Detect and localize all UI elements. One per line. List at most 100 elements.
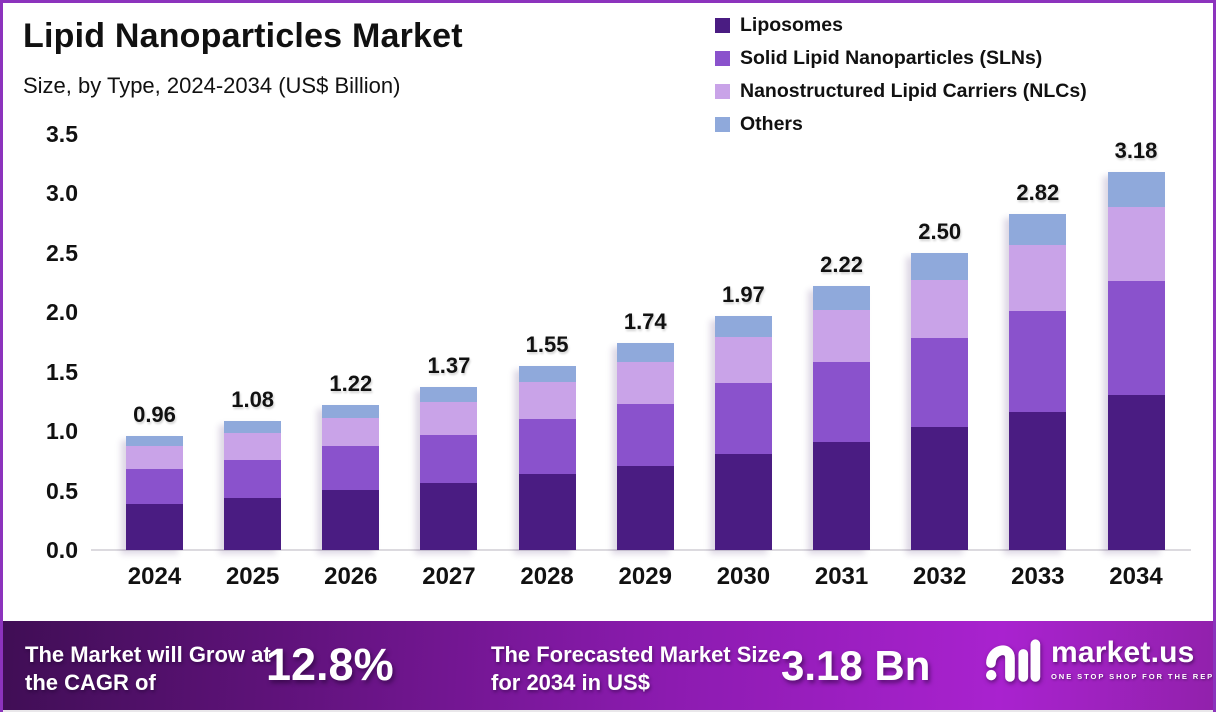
legend-swatch-icon — [715, 117, 730, 132]
legend-item-others: Others — [715, 108, 1087, 141]
bar-segment-nanostructured-lipid-carriers-nlcs — [813, 309, 871, 362]
bar-segment-others — [813, 285, 871, 310]
bar-group-2028 — [518, 365, 576, 550]
bar-segment-solid-lipid-nanoparticles-slns — [224, 459, 282, 498]
y-tick-label: 0.5 — [46, 477, 78, 504]
bar-segment-liposomes — [126, 503, 183, 550]
y-tick-label: 1.5 — [46, 358, 78, 385]
bar-segment-solid-lipid-nanoparticles-slns — [420, 434, 478, 484]
bar-total-label: 1.22 — [329, 370, 373, 396]
legend-item-liposomes: Liposomes — [715, 9, 1087, 42]
bar-group-2034 — [1107, 171, 1165, 550]
y-tick-label: 2.5 — [46, 239, 78, 266]
bar-segment-others — [1009, 214, 1067, 246]
bar-segment-solid-lipid-nanoparticles-slns — [813, 361, 871, 442]
forecast-value: 3.18 Bn — [781, 642, 931, 689]
x-tick-label: 2024 — [127, 563, 182, 590]
legend-label: Liposomes — [740, 14, 843, 36]
bar-segment-nanostructured-lipid-carriers-nlcs — [1009, 245, 1067, 311]
bar-group-2024 — [126, 435, 183, 550]
legend-swatch-icon — [715, 84, 730, 99]
page-subtitle: Size, by Type, 2024-2034 (US$ Billion) — [23, 73, 401, 98]
bar-group-2027 — [420, 386, 478, 550]
bar-segment-liposomes — [420, 483, 478, 550]
bar-segment-others — [911, 252, 969, 280]
x-tick-label: 2034 — [1109, 563, 1163, 590]
bar-segment-liposomes — [813, 441, 871, 550]
bar-segment-nanostructured-lipid-carriers-nlcs — [1107, 207, 1165, 282]
stacked-bar-chart: 0.0 0.5 1.0 1.5 2.0 2.5 3.0 3.5 0.96 2024 1.08 2025… — [3, 3, 1213, 618]
x-tick-label: 2027 — [422, 563, 476, 590]
market-us-logo-icon — [986, 639, 1041, 682]
footer-banner: The Market will Grow at the CAGR of 12.8… — [3, 621, 1215, 710]
legend-swatch-icon — [715, 18, 730, 33]
bar-segment-nanostructured-lipid-carriers-nlcs — [322, 417, 380, 447]
bar-total-label: 1.97 — [721, 281, 765, 307]
bar-segment-nanostructured-lipid-carriers-nlcs — [616, 361, 674, 404]
x-tick-label: 2026 — [324, 563, 378, 590]
bar-group-2031 — [813, 285, 871, 550]
bar-segment-solid-lipid-nanoparticles-slns — [126, 469, 183, 504]
bar-group-2032 — [911, 252, 969, 550]
bar-total-label: 3.18 — [1114, 137, 1158, 163]
bar-segment-liposomes — [911, 427, 969, 550]
bar-total-label: 1.08 — [231, 387, 275, 413]
bottom-strip — [3, 710, 1213, 712]
bar-segment-others — [616, 342, 674, 362]
y-tick-label: 3.0 — [46, 180, 78, 206]
legend-label: Nanostructured Lipid Carriers (NLCs) — [740, 80, 1087, 102]
bar-segment-liposomes — [1107, 395, 1165, 550]
brand-name: market.us — [1051, 636, 1195, 669]
legend-label: Others — [740, 113, 803, 135]
page-title: Lipid Nanoparticles Market — [23, 17, 463, 55]
bar-segment-liposomes — [616, 465, 674, 550]
cagr-label: The Market will Grow at the CAGR of — [25, 642, 271, 695]
bar-segment-solid-lipid-nanoparticles-slns — [616, 403, 674, 466]
bar-segment-solid-lipid-nanoparticles-slns — [714, 383, 772, 454]
legend-item-nanostructured-lipid-carriers-nlcs: Nanostructured Lipid Carriers (NLCs) — [715, 75, 1087, 108]
x-tick-label: 2030 — [716, 563, 771, 590]
bar-group-2033 — [1009, 214, 1067, 550]
brand-text: market.us ONE STOP SHOP FOR THE REPORTS — [1051, 636, 1215, 682]
bar-segment-liposomes — [714, 453, 772, 550]
cagr-value: 12.8% — [266, 639, 394, 690]
x-tick-label: 2028 — [520, 563, 574, 590]
bar-segment-solid-lipid-nanoparticles-slns — [1107, 281, 1165, 396]
bar-segment-others — [322, 404, 380, 418]
bar-total-label: 2.22 — [820, 251, 863, 277]
y-tick-label: 2.0 — [46, 299, 78, 325]
bar-total-label: 1.74 — [623, 308, 667, 334]
legend-item-solid-lipid-nanoparticles-slns: Solid Lipid Nanoparticles (SLNs) — [715, 42, 1087, 75]
bar-segment-others — [714, 315, 772, 337]
bar-segment-nanostructured-lipid-carriers-nlcs — [224, 433, 282, 460]
chart-legend: Liposomes Solid Lipid Nanoparticles (SLNs… — [715, 9, 1087, 141]
bar-segment-others — [126, 435, 183, 447]
bar-segment-solid-lipid-nanoparticles-slns — [1009, 310, 1067, 412]
bar-group-2029 — [616, 342, 674, 550]
bar-total-label: 1.37 — [427, 352, 471, 378]
x-tick-label: 2031 — [814, 563, 869, 590]
bar-segment-liposomes — [518, 473, 576, 550]
bar-segment-nanostructured-lipid-carriers-nlcs — [714, 337, 772, 384]
legend-swatch-icon — [715, 51, 730, 66]
bar-segment-liposomes — [322, 490, 380, 550]
bar-segment-others — [224, 421, 282, 434]
y-tick-label: 0.0 — [46, 537, 78, 563]
bar-segment-solid-lipid-nanoparticles-slns — [322, 446, 380, 491]
brand-tagline: ONE STOP SHOP FOR THE REPORTS — [1051, 672, 1215, 681]
bar-segment-others — [1107, 171, 1165, 208]
x-tick-label: 2033 — [1011, 563, 1065, 590]
bar-group-2030 — [714, 315, 772, 550]
bar-segment-nanostructured-lipid-carriers-nlcs — [518, 382, 576, 420]
bar-segment-liposomes — [1009, 411, 1067, 550]
x-tick-label: 2029 — [618, 563, 672, 590]
y-tick-label: 1.0 — [46, 418, 78, 444]
bar-segment-others — [420, 386, 478, 403]
bar-segment-nanostructured-lipid-carriers-nlcs — [420, 402, 478, 435]
bar-segment-solid-lipid-nanoparticles-slns — [911, 338, 969, 428]
bar-segment-others — [518, 365, 576, 383]
forecast-label: The Forecasted Market Size for 2034 in U… — [491, 642, 781, 695]
x-tick-label: 2032 — [912, 563, 967, 590]
bar-total-label: 1.55 — [525, 331, 569, 357]
